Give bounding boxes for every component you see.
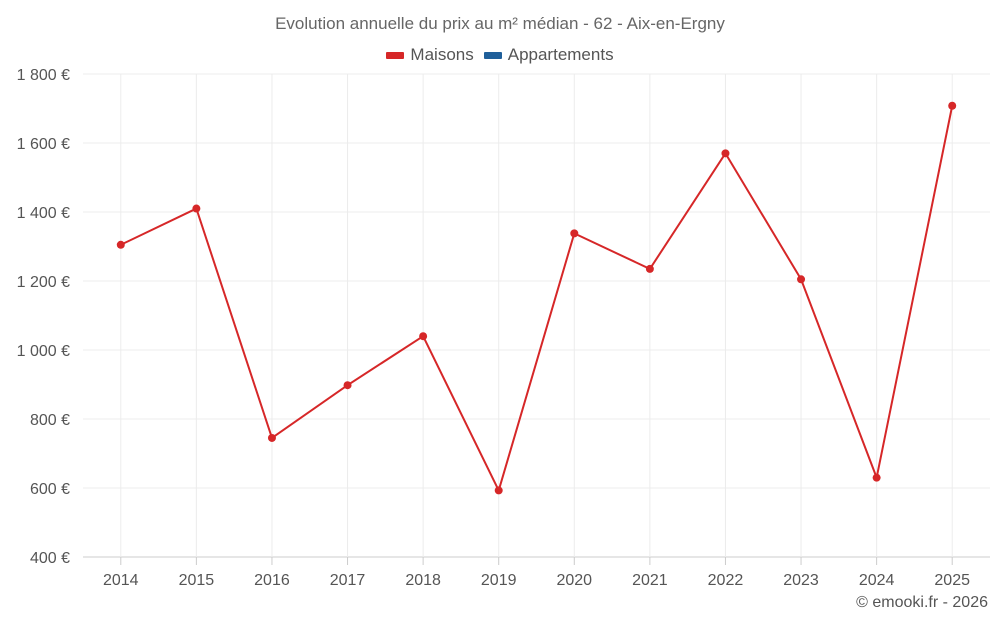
data-point-maisons[interactable]	[872, 473, 881, 482]
x-tick-label: 2023	[783, 572, 819, 589]
data-point-maisons[interactable]	[948, 101, 957, 110]
y-tick-label: 600 €	[30, 481, 70, 498]
series-line-maisons	[120, 105, 954, 492]
x-tick-label: 2024	[859, 572, 895, 589]
y-tick-label: 1 200 €	[17, 274, 70, 291]
legend-item-appartements[interactable]: Appartements	[483, 45, 614, 65]
data-point-maisons[interactable]	[494, 486, 503, 495]
x-tick-label: 2019	[481, 572, 517, 589]
chart-title: Evolution annuelle du prix au m² médian …	[275, 14, 725, 33]
y-tick-label: 1 400 €	[17, 205, 70, 222]
data-point-maisons[interactable]	[721, 149, 730, 158]
legend-label-maisons: Maisons	[410, 45, 474, 64]
data-point-maisons[interactable]	[116, 240, 125, 249]
credits[interactable]: © emooki.fr - 2026	[856, 594, 988, 611]
data-point-maisons[interactable]	[343, 381, 352, 390]
data-point-maisons[interactable]	[645, 264, 654, 273]
data-point-maisons[interactable]	[570, 229, 579, 238]
x-tick-label: 2015	[179, 572, 215, 589]
data-point-maisons[interactable]	[267, 433, 276, 442]
x-tick-label: 2017	[330, 572, 366, 589]
data-point-maisons[interactable]	[192, 204, 201, 213]
x-tick-label: 2022	[708, 572, 744, 589]
data-point-maisons[interactable]	[797, 275, 806, 284]
x-tick-label: 2016	[254, 572, 290, 589]
y-tick-label: 1 600 €	[17, 136, 70, 153]
x-tick-label: 2018	[405, 572, 441, 589]
legend: Maisons Appartements	[0, 45, 1000, 65]
y-tick-label: 1 000 €	[17, 343, 70, 360]
legend-item-maisons[interactable]: Maisons	[386, 45, 474, 65]
data-point-maisons[interactable]	[419, 332, 428, 341]
y-tick-label: 1 800 €	[17, 67, 70, 84]
x-tick-label: 2014	[103, 572, 139, 589]
x-tick-label: 2025	[934, 572, 970, 589]
x-tick-label: 2021	[632, 572, 668, 589]
x-tick-label: 2020	[556, 572, 592, 589]
y-tick-label: 400 €	[30, 550, 70, 567]
legend-label-appartements: Appartements	[507, 45, 614, 64]
legend-swatch-maisons	[386, 51, 405, 59]
y-tick-label: 800 €	[30, 412, 70, 429]
legend-swatch-appartements	[483, 51, 502, 59]
